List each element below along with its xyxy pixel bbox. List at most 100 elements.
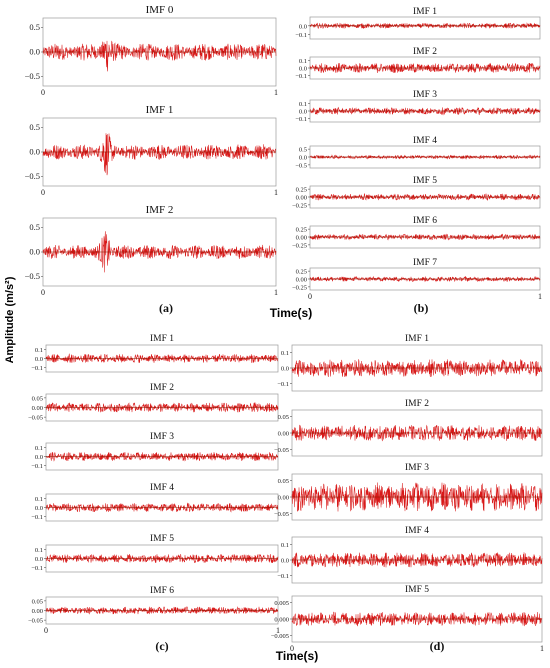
subplot-title: IMF 5	[150, 534, 174, 544]
y-tick-label: 0.00	[278, 495, 289, 502]
x-axis-label-bottom: Time(s)	[276, 649, 318, 663]
y-tick-label: 0.1	[35, 347, 43, 354]
y-tick-label: −0.1	[277, 573, 289, 580]
y-tick-label: −0.05	[274, 447, 289, 454]
subplot-title: IMF 6	[413, 216, 437, 226]
y-tick-label: 0.1	[35, 445, 43, 452]
signal-trace	[45, 402, 279, 413]
signal-trace	[309, 275, 541, 283]
y-tick-label: 0.0	[35, 454, 43, 461]
subplot-2-1: IMF 1 0.0 −0.1	[295, 7, 541, 40]
y-tick-label: 0.25	[296, 269, 307, 276]
signal-trace	[45, 502, 279, 513]
signal-trace	[291, 482, 543, 512]
y-tick-label: −0.1	[295, 32, 307, 39]
y-tick-label: −0.1	[277, 381, 289, 388]
y-tick-label: 0.1	[35, 547, 43, 554]
x-tick-label: 1	[274, 88, 278, 97]
x-tick-label: 0	[44, 626, 48, 635]
y-tick-label: 0.00	[296, 195, 307, 202]
y-tick-label: 0.05	[278, 478, 289, 485]
signal-trace	[42, 231, 277, 273]
subplot-4-2: IMF 2 0.05 0.00 −0.05	[274, 399, 543, 457]
signal-trace	[309, 22, 541, 30]
subplot-title: IMF 4	[413, 136, 437, 146]
signal-trace	[291, 552, 543, 568]
signal-trace	[45, 606, 279, 615]
x-tick-label: 1	[540, 644, 544, 653]
subplot-2-3: IMF 3 0.10.0−0.1	[295, 90, 541, 123]
subplot-title: IMF 3	[413, 90, 437, 100]
subplot-title: IMF 3	[150, 432, 174, 442]
y-tick-label: 0.1	[299, 58, 307, 65]
y-tick-label: 0.0	[35, 505, 43, 512]
y-tick-label: 0.00	[296, 235, 307, 242]
signal-trace	[45, 554, 279, 564]
signal-trace	[309, 106, 541, 116]
y-tick-label: −0.1	[295, 116, 307, 123]
subplot-title: IMF 3	[405, 463, 429, 473]
y-tick-label: −0.05	[28, 618, 43, 625]
x-tick-label: 1	[276, 626, 280, 635]
y-tick-label: 0.05	[32, 395, 43, 402]
y-tick-label: −0.5	[25, 171, 40, 181]
subplot-4-4: IMF 4 0.1 0.0 −0.1	[277, 526, 543, 584]
y-tick-label: 0.00	[278, 431, 289, 438]
y-tick-label: −0.1	[295, 73, 307, 80]
subplot-title: IMF 4	[405, 526, 429, 536]
subplot-2-5: IMF 5 0.250.00−0.25	[292, 176, 541, 209]
subplot-frame	[309, 16, 541, 40]
y-tick-label: 0.0	[29, 47, 40, 57]
y-tick-label: −0.1	[31, 365, 43, 372]
signal-trace	[45, 452, 279, 462]
y-tick-label: 0.1	[281, 350, 289, 357]
panel-label: (b)	[414, 301, 429, 315]
subplot-title: IMF 2	[405, 399, 429, 409]
subplot-title: IMF 6	[150, 586, 174, 596]
subplot-title: IMF 1	[146, 104, 174, 116]
signal-trace	[309, 192, 541, 201]
y-tick-label: 0.0	[299, 66, 307, 73]
y-tick-label: 0.5	[29, 222, 40, 232]
subplot-1-2: IMF 1 0.5 0.0 −0.50 1	[25, 104, 278, 197]
y-tick-label: 0.1	[35, 496, 43, 503]
signal-trace	[309, 62, 541, 74]
signal-trace	[309, 233, 541, 241]
x-tick-label: 1	[274, 288, 278, 297]
x-tick-label: 1	[274, 188, 278, 197]
subplot-3-4: IMF 4 0.1 0.0 −0.1	[31, 483, 279, 522]
subplot-2-6: IMF 6 0.250.00−0.25	[292, 216, 541, 249]
subplot-2-7: IMF 7 0.250.00−0.250 1	[292, 258, 542, 301]
subplot-3-5: IMF 5 0.1 0.0 −0.1	[31, 534, 279, 573]
subplot-title: IMF 4	[150, 483, 174, 493]
y-tick-label: 0.00	[296, 277, 307, 284]
subplot-title: IMF 1	[413, 7, 437, 17]
signal-trace	[291, 611, 543, 627]
y-tick-label: 0.05	[32, 598, 43, 605]
signal-trace	[291, 424, 543, 442]
x-tick-label: 0	[41, 88, 45, 97]
y-tick-label: −0.5	[25, 71, 40, 81]
y-tick-label: 0.0	[29, 247, 40, 257]
y-tick-label: 0.0	[299, 109, 307, 116]
subplot-2-2: IMF 2 0.10.0−0.1	[295, 47, 541, 80]
y-tick-label: −0.05	[274, 511, 289, 518]
y-axis-label: Amplitude (m/s²)	[4, 276, 16, 363]
y-tick-label: −0.005	[271, 633, 289, 640]
subplot-3-3: IMF 3 0.1 0.0 −0.1	[31, 432, 279, 471]
subplot-2-4: IMF 4 0.50.0−0.5	[295, 136, 541, 169]
y-tick-label: 0.1	[299, 101, 307, 108]
subplot-title: IMF 5	[405, 585, 429, 595]
signal-trace	[291, 359, 543, 378]
y-tick-label: −0.1	[31, 463, 43, 470]
signal-trace	[309, 154, 541, 160]
x-tick-label: 0	[41, 288, 45, 297]
y-tick-label: 0.000	[274, 617, 289, 624]
x-tick-label: 0	[41, 188, 45, 197]
y-tick-label: −0.25	[292, 202, 307, 209]
subplot-title: IMF 1	[405, 334, 429, 344]
y-tick-label: 0.005	[274, 600, 289, 607]
